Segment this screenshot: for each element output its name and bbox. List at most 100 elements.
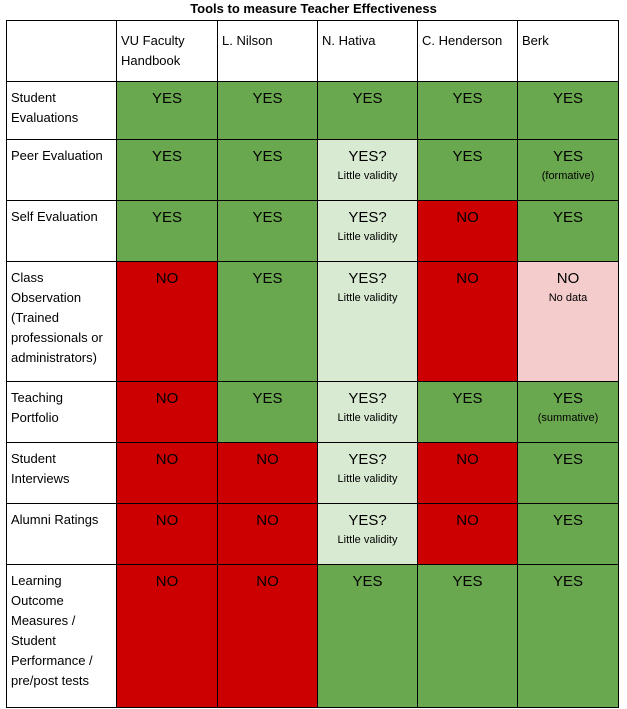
rating-cell: YES	[417, 81, 518, 140]
rating-cell: YES	[217, 261, 318, 382]
rating-value: YES	[552, 390, 583, 407]
table-row: Learning Outcome Measures / Student Perf…	[6, 564, 619, 708]
rating-value: YES?	[348, 148, 387, 165]
rating-note: No data	[548, 292, 588, 304]
rating-value: YES?	[348, 270, 387, 287]
header-row: VU Faculty Handbook L. Nilson N. Hativa …	[6, 20, 619, 82]
rating-note: Little validity	[337, 231, 398, 243]
rating-value: YES	[151, 209, 182, 226]
row-header: Peer Evaluation	[6, 139, 117, 201]
table-row: Student Interviews NO NO YES? Little validit…	[6, 442, 619, 504]
rating-value: YES	[252, 90, 283, 107]
column-header: VU Faculty Handbook	[116, 20, 218, 82]
rating-value: NO	[155, 390, 179, 407]
rating-cell: YES	[116, 200, 218, 262]
corner-cell	[6, 20, 117, 82]
rating-value: YES	[252, 209, 283, 226]
table-row: Peer Evaluation YES YES YES? Little validity…	[6, 139, 619, 201]
rating-cell: YES	[217, 81, 318, 140]
row-header: Student Interviews	[6, 442, 117, 504]
rating-note: (formative)	[541, 170, 595, 182]
rating-value: NO	[155, 270, 179, 287]
rating-value: YES	[252, 390, 283, 407]
rating-value: YES?	[348, 512, 387, 529]
column-header: Berk	[517, 20, 619, 82]
rating-value: NO	[256, 512, 279, 529]
rating-value: YES	[552, 451, 583, 468]
rating-cell: YES	[217, 139, 318, 201]
table-row: Self Evaluation YES YES YES? Little validity…	[6, 200, 619, 262]
rating-note: Little validity	[337, 292, 398, 304]
rating-value: NO	[155, 573, 179, 590]
row-header: Self Evaluation	[6, 200, 117, 262]
rating-cell: YES (formative)	[517, 139, 619, 201]
rating-value: YES	[552, 573, 583, 590]
table-row: Student Evaluations YES YES YES YES YES	[6, 81, 619, 140]
rating-cell: YES	[517, 200, 619, 262]
rating-cell: YES	[517, 564, 619, 708]
rating-value: NO	[556, 270, 580, 287]
rating-cell: NO	[417, 442, 518, 504]
rating-cell: NO	[417, 503, 518, 565]
rating-cell: NO	[217, 442, 318, 504]
rating-cell: NO	[116, 503, 218, 565]
rating-value: NO	[456, 270, 479, 287]
row-header: Learning Outcome Measures / Student Perf…	[6, 564, 117, 708]
rating-cell: NO	[116, 442, 218, 504]
rating-cell: YES? Little validity	[317, 381, 418, 443]
rating-cell: YES? Little validity	[317, 503, 418, 565]
rating-value: YES	[151, 90, 182, 107]
row-header: Class Observation (Trained professionals…	[6, 261, 117, 382]
rating-value: YES	[452, 573, 483, 590]
rating-cell: YES	[217, 200, 318, 262]
rating-cell: YES? Little validity	[317, 261, 418, 382]
rating-value: NO	[155, 451, 179, 468]
rating-note: Little validity	[337, 170, 398, 182]
row-header: Alumni Ratings	[6, 503, 117, 565]
rating-cell: YES	[317, 564, 418, 708]
rating-cell: YES	[116, 139, 218, 201]
row-header: Student Evaluations	[6, 81, 117, 140]
rating-value: YES	[552, 90, 583, 107]
rating-value: YES?	[348, 451, 387, 468]
column-header: L. Nilson	[217, 20, 318, 82]
rating-cell: NO	[116, 381, 218, 443]
rating-value: YES	[452, 148, 483, 165]
rating-value: NO	[456, 209, 479, 226]
rating-value: YES	[552, 512, 583, 529]
rating-cell: NO	[217, 503, 318, 565]
rating-value: YES	[452, 390, 483, 407]
rating-note: Little validity	[337, 412, 398, 424]
rating-cell: NO	[217, 564, 318, 708]
rating-cell: NO No data	[517, 261, 619, 382]
rating-cell: NO	[116, 261, 218, 382]
table-row: Alumni Ratings NO NO YES? Little validity NO Y…	[6, 503, 619, 565]
rating-value: NO	[256, 451, 279, 468]
rating-note: Little validity	[337, 473, 398, 485]
rating-value: YES	[151, 148, 182, 165]
rating-cell: YES	[317, 81, 418, 140]
rating-value: YES	[252, 148, 283, 165]
rating-cell: NO	[417, 261, 518, 382]
rating-value: YES	[452, 90, 483, 107]
rating-value: YES	[252, 270, 283, 287]
rating-cell: NO	[417, 200, 518, 262]
rating-cell: NO	[116, 564, 218, 708]
rating-cell: YES	[517, 503, 619, 565]
rating-cell: YES	[517, 442, 619, 504]
comparison-table: VU Faculty Handbook L. Nilson N. Hativa …	[6, 20, 619, 708]
rating-cell: YES (summative)	[517, 381, 619, 443]
rating-value: YES	[352, 573, 383, 590]
rating-note: (summative)	[537, 412, 599, 424]
rating-value: NO	[456, 451, 479, 468]
rating-value: YES	[552, 209, 583, 226]
column-header: C. Henderson	[417, 20, 518, 82]
rating-cell: YES	[116, 81, 218, 140]
rating-value: NO	[456, 512, 479, 529]
rating-cell: YES	[417, 139, 518, 201]
page-title: Tools to measure Teacher Effectiveness	[190, 1, 437, 16]
rating-cell: YES	[517, 81, 619, 140]
table-row: Teaching Portfolio NO YES YES? Little validi…	[6, 381, 619, 443]
rating-cell: YES? Little validity	[317, 139, 418, 201]
rating-value: YES	[552, 148, 583, 165]
